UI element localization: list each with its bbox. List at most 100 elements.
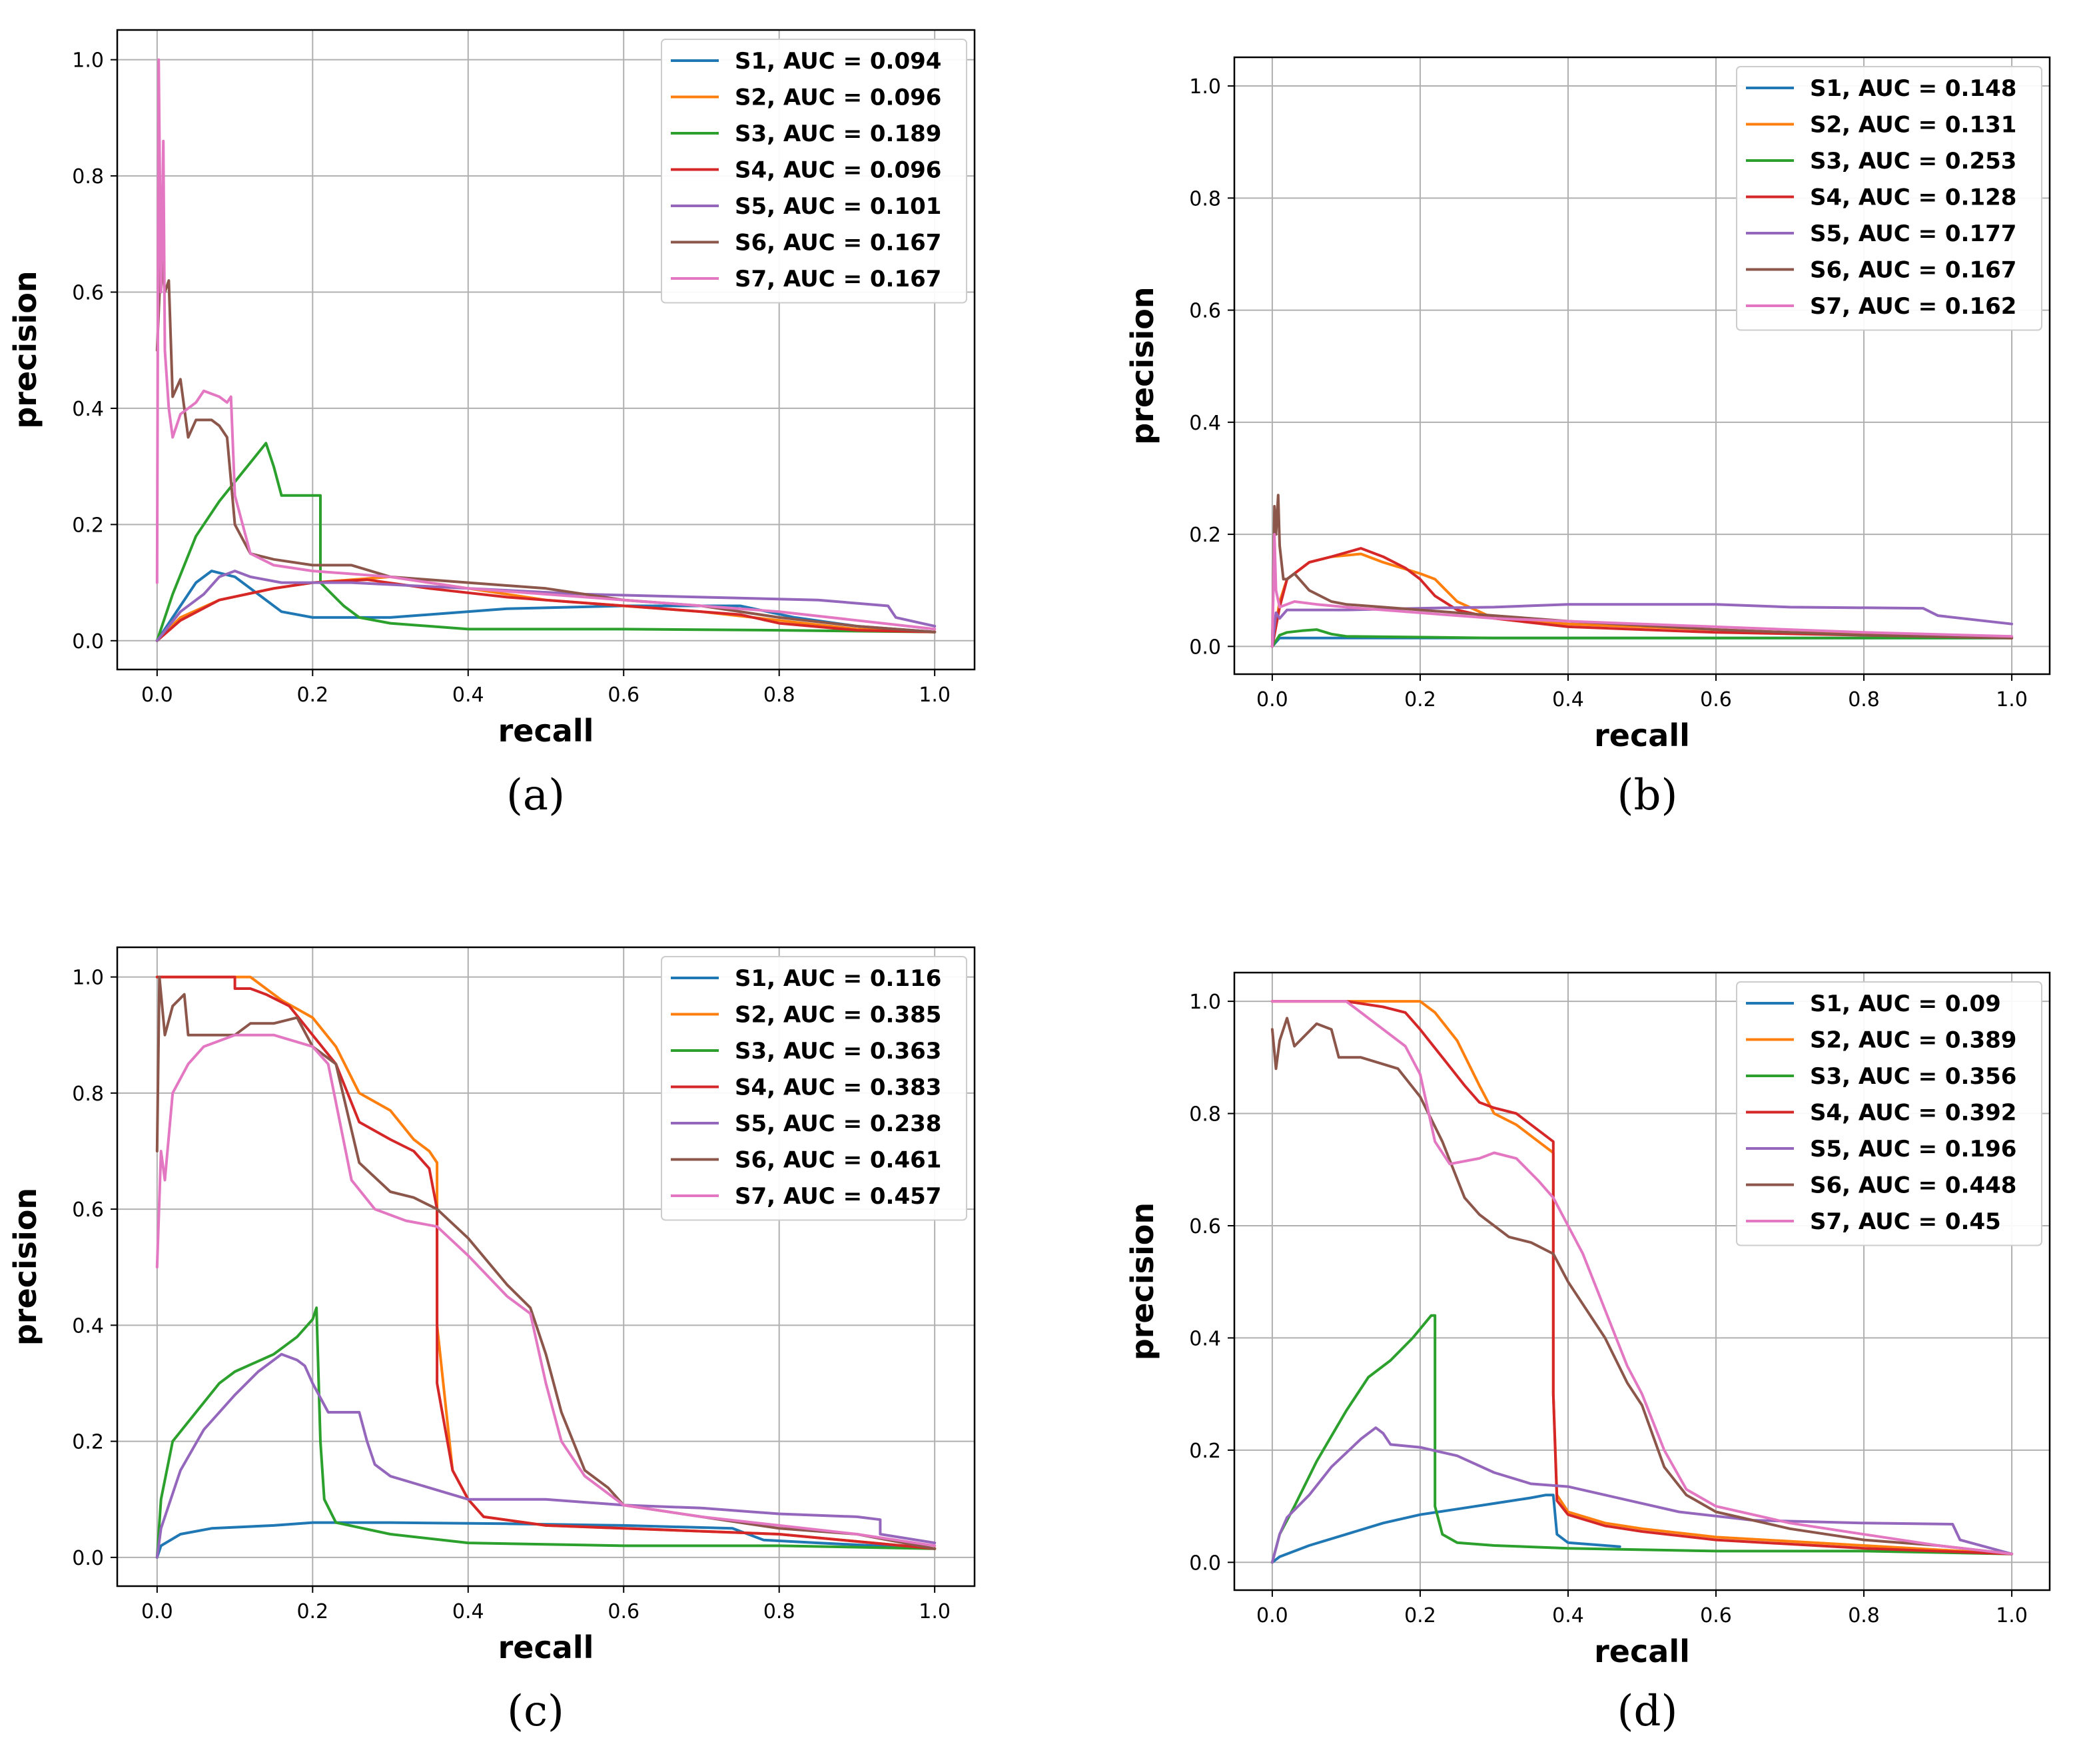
y-tick-label: 0.2 [72,514,104,537]
series-line-s7 [1270,533,2014,648]
x-tick-label: 1.0 [919,1600,951,1623]
legend-label-s3: S3, AUC = 0.253 [1810,148,2016,175]
y-tick-label: 0.8 [1189,187,1221,211]
y-tick-label: 0.2 [72,1431,104,1454]
y-tick-label: 1.0 [1189,75,1221,99]
legend-label-s5: S5, AUC = 0.101 [735,193,941,220]
x-tick-label: 0.4 [1552,1604,1584,1627]
y-tick-label: 1.0 [1189,991,1221,1014]
series-line-s7 [155,1033,937,1547]
x-tick-label: 0.8 [763,683,795,707]
y-tick-label: 0.4 [1189,1327,1221,1350]
x-axis-label: recall [1594,717,1690,753]
legend-label-s7: S7, AUC = 0.167 [735,266,941,292]
legend-label-s3: S3, AUC = 0.189 [735,121,941,147]
legend-box [661,39,967,304]
series-line-s3 [1270,628,2014,648]
legend-label-s2: S2, AUC = 0.096 [735,85,941,111]
y-tick-label: 0.6 [1189,1215,1221,1238]
panel-caption: (b) [1617,771,1678,820]
y-tick-label: 1.0 [72,967,104,990]
x-tick-label: 1.0 [1996,688,2028,711]
x-tick-label: 0.6 [608,1600,639,1623]
chart-panel-c: 0.0 0.2 0.4 0.6 0.8 1.0 0.0 0.2 0.4 0.6 0.8 1.0 reca… [7,946,976,1736]
legend-label-s5: S5, AUC = 0.177 [1810,220,2016,247]
x-axis-label: recall [1594,1633,1690,1669]
legend-label-s7: S7, AUC = 0.457 [735,1183,941,1210]
legend-label-s7: S7, AUC = 0.45 [1810,1208,2001,1235]
y-tick-label: 0.8 [72,1083,104,1106]
series-line-s3 [1270,1314,2014,1564]
legend-label-s5: S5, AUC = 0.238 [735,1110,941,1137]
legend: S1, AUC = 0.09 S2, AUC = 0.389 S3, AUC = 0… [1736,981,2042,1246]
series-line-s4 [155,578,937,642]
x-tick-label: 0.4 [452,683,484,707]
legend-box [1736,66,2042,331]
legend-label-s1: S1, AUC = 0.094 [735,48,941,75]
legend-label-s5: S5, AUC = 0.196 [1810,1136,2016,1162]
x-tick-label: 0.8 [1848,688,1880,711]
series-line-s1 [155,570,937,642]
legend-label-s4: S4, AUC = 0.392 [1810,1100,2016,1126]
x-tick-label: 0.8 [1848,1604,1880,1627]
y-tick-label: 0.2 [1189,1440,1221,1463]
x-tick-label: 0.0 [1256,688,1288,711]
series-line-s4 [1270,1000,2014,1555]
legend-label-s2: S2, AUC = 0.131 [1810,112,2016,139]
y-tick-label: 1.0 [72,49,104,73]
series-line-s7 [1270,1000,2014,1555]
legend-label-s1: S1, AUC = 0.116 [735,965,941,992]
panel-caption: (d) [1617,1687,1678,1736]
y-tick-label: 0.0 [72,630,104,654]
y-axis-label: precision [7,270,43,428]
x-tick-label: 0.2 [296,1600,328,1623]
y-tick-label: 0.0 [1189,1551,1221,1575]
legend-label-s3: S3, AUC = 0.356 [1810,1063,2016,1090]
x-tick-label: 0.6 [608,683,639,707]
legend-label-s6: S6, AUC = 0.167 [735,230,941,256]
x-tick-label: 0.4 [452,1600,484,1623]
chart-panel-b: 0.0 0.2 0.4 0.6 0.8 1.0 0.0 0.2 0.4 0.6 0.8 1.0 reca… [1124,56,2051,820]
legend-label-s4: S4, AUC = 0.128 [1810,185,2016,211]
panel-caption: (a) [506,771,565,820]
x-axis-label: recall [498,713,594,749]
y-tick-label: 0.2 [1189,524,1221,547]
legend-label-s6: S6, AUC = 0.167 [1810,257,2016,284]
y-tick-label: 0.0 [72,1547,104,1570]
legend-label-s1: S1, AUC = 0.09 [1810,991,2001,1017]
y-axis-label: precision [1124,1202,1160,1360]
legend-box [1736,981,2042,1246]
x-tick-label: 0.0 [141,1600,173,1623]
legend: S1, AUC = 0.148 S2, AUC = 0.131 S3, AUC = … [1736,66,2042,331]
panel-caption: (c) [507,1687,564,1736]
series-line-s6 [155,975,937,1550]
series-line-s5 [1270,603,2014,648]
series-line-s2 [1270,1000,2014,1555]
legend: S1, AUC = 0.094 S2, AUC = 0.096 S3, AUC = … [661,39,967,304]
chart-panel-a: 0.0 0.2 0.4 0.6 0.8 1.0 0.0 0.2 0.4 0.6 0.8 1.0 reca… [7,29,976,820]
series-line-s3 [155,1306,937,1559]
x-tick-label: 0.0 [1256,1604,1288,1627]
y-tick-label: 0.4 [72,398,104,421]
series-line-s4 [1270,547,2014,648]
y-axis-label: precision [1124,286,1160,444]
chart-panel-d: 0.0 0.2 0.4 0.6 0.8 1.0 0.0 0.2 0.4 0.6 0.8 1.0 reca… [1124,971,2051,1736]
x-tick-label: 0.8 [763,1600,795,1623]
legend-label-s4: S4, AUC = 0.096 [735,157,941,184]
x-tick-label: 0.6 [1700,688,1732,711]
plot-frame [116,29,976,671]
series-line-s5 [155,570,937,642]
y-axis-label: precision [7,1188,43,1346]
legend-label-s6: S6, AUC = 0.461 [735,1147,941,1174]
x-tick-label: 0.2 [1404,1604,1436,1627]
x-tick-label: 0.2 [296,683,328,707]
legend-label-s2: S2, AUC = 0.385 [735,1002,941,1029]
y-tick-label: 0.4 [72,1314,104,1338]
x-tick-label: 1.0 [919,683,951,707]
x-tick-label: 1.0 [1996,1604,2028,1627]
series-line-s5 [1270,1426,2014,1564]
x-tick-label: 0.0 [141,683,173,707]
y-tick-label: 0.8 [72,165,104,189]
legend-label-s2: S2, AUC = 0.389 [1810,1027,2016,1054]
